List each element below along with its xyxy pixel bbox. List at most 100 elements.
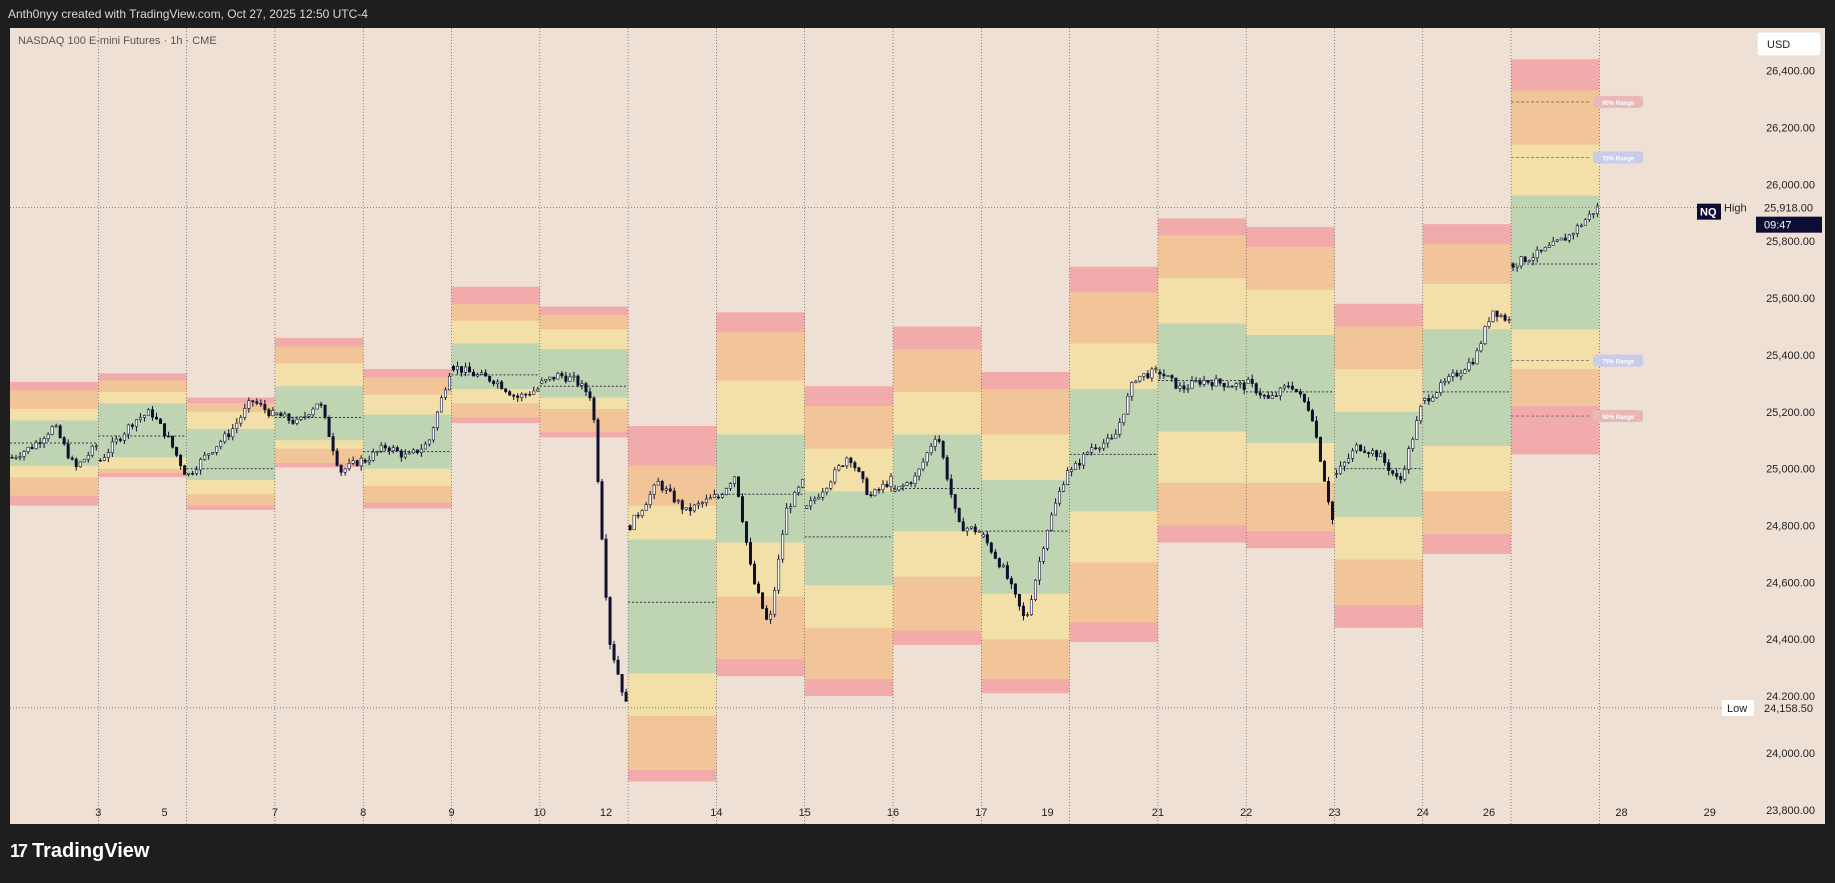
candle-body xyxy=(1403,469,1407,480)
candle-body xyxy=(275,412,279,415)
currency-box[interactable] xyxy=(1756,31,1822,57)
candle-body xyxy=(913,475,917,484)
candle-body xyxy=(1114,433,1118,439)
candle-body xyxy=(1186,387,1190,390)
candle-body xyxy=(564,375,568,382)
candle-body xyxy=(973,526,977,533)
candle-body xyxy=(1459,372,1463,377)
candle-body xyxy=(456,366,460,371)
session-green-band xyxy=(451,343,540,390)
candle-body xyxy=(211,452,215,455)
candle-body xyxy=(307,414,311,417)
time-tick-label: 12 xyxy=(600,807,612,819)
candle-body xyxy=(925,452,929,463)
candle-body xyxy=(1082,453,1086,466)
candle-body xyxy=(1090,447,1094,453)
candle-body xyxy=(267,409,271,417)
candle-body xyxy=(1122,413,1126,423)
candle-body xyxy=(447,375,451,391)
candle-body xyxy=(283,413,287,417)
candle-body xyxy=(387,447,391,452)
candle-body xyxy=(1062,484,1066,492)
candle-body xyxy=(889,476,893,487)
range-label-text: 90% Range xyxy=(1602,415,1635,421)
candle-body xyxy=(781,534,785,560)
candle-body xyxy=(496,381,500,385)
attribution-text: Anth0nyy created with TradingView.com, O… xyxy=(8,7,368,21)
time-tick-label: 28 xyxy=(1615,807,1627,819)
candle-body xyxy=(1142,373,1146,377)
candle-body xyxy=(1266,394,1270,399)
candle-body xyxy=(1154,368,1158,370)
candle-body xyxy=(785,507,789,535)
candle-body xyxy=(1314,420,1318,438)
price-tick-label: 24,600.00 xyxy=(1766,577,1815,589)
candle-body xyxy=(1302,393,1306,402)
time-tick-label: 7 xyxy=(272,807,278,819)
price-tick-label: 24,800.00 xyxy=(1766,521,1815,533)
range-label-box xyxy=(1593,151,1644,164)
range-label-box xyxy=(1593,354,1644,367)
candle-body xyxy=(596,419,600,482)
candle-body xyxy=(997,558,1001,568)
time-tick-label: 3 xyxy=(95,807,101,819)
candle-body xyxy=(941,441,945,458)
candle-body xyxy=(1587,213,1591,221)
candle-body xyxy=(801,478,805,488)
candle-body xyxy=(500,381,504,390)
candle-body xyxy=(1174,377,1178,389)
candle-body xyxy=(468,366,472,373)
candle-body xyxy=(949,478,953,495)
high-tag: High 25,918.00 xyxy=(1718,199,1822,216)
candle-body xyxy=(142,414,146,418)
candle-body xyxy=(1543,247,1547,252)
price-chart[interactable]: 90% Range 75% Range 75% Range 90% Range 26,… xyxy=(0,28,1835,824)
candle-body xyxy=(1009,578,1013,585)
candle-body xyxy=(1487,321,1491,327)
candle-body xyxy=(676,500,680,503)
candle-body xyxy=(1017,593,1021,607)
candle-body xyxy=(1383,453,1387,464)
candle-body xyxy=(624,691,628,702)
candle-body xyxy=(215,446,219,453)
candle-body xyxy=(411,449,415,454)
candle-body xyxy=(355,460,359,467)
candle-body xyxy=(78,461,82,467)
candle-body xyxy=(793,491,797,507)
candle-body xyxy=(628,525,632,530)
candle-body xyxy=(977,530,981,533)
session-green-band xyxy=(981,480,1070,594)
candle-body xyxy=(1202,380,1206,385)
candle-body xyxy=(504,388,508,392)
time-tick-label: 8 xyxy=(360,807,366,819)
brand-logo[interactable]: 17 TradingView xyxy=(10,840,149,863)
candle-body xyxy=(1355,444,1359,452)
candle-body xyxy=(1563,237,1567,241)
candle-body xyxy=(1499,314,1503,317)
price-tick-label: 25,000.00 xyxy=(1766,464,1815,476)
low-tag: Low 24,158.50 xyxy=(1722,699,1822,716)
candle-body xyxy=(191,472,195,475)
candle-body xyxy=(1214,378,1218,387)
candle-body xyxy=(965,527,969,532)
candle-body xyxy=(749,542,753,565)
candle-body xyxy=(1130,382,1134,397)
candle-body xyxy=(692,504,696,512)
candle-body xyxy=(841,465,845,468)
session-green-band xyxy=(539,349,629,398)
candle-body xyxy=(568,376,572,382)
candle-body xyxy=(1029,599,1033,616)
candle-body xyxy=(953,494,957,509)
price-tick-label: 24,400.00 xyxy=(1766,634,1815,646)
session-green-band xyxy=(1422,329,1512,446)
time-tick-label: 29 xyxy=(1704,807,1716,819)
currency-label: USD xyxy=(1767,39,1790,51)
candle-body xyxy=(1479,343,1483,352)
symbol-tag: NQ xyxy=(1700,207,1717,219)
candle-body xyxy=(14,456,18,459)
candle-body xyxy=(150,409,154,418)
candle-body xyxy=(183,465,187,475)
candle-body xyxy=(367,460,371,463)
candle-body xyxy=(1218,378,1222,384)
candle-body xyxy=(46,434,50,440)
